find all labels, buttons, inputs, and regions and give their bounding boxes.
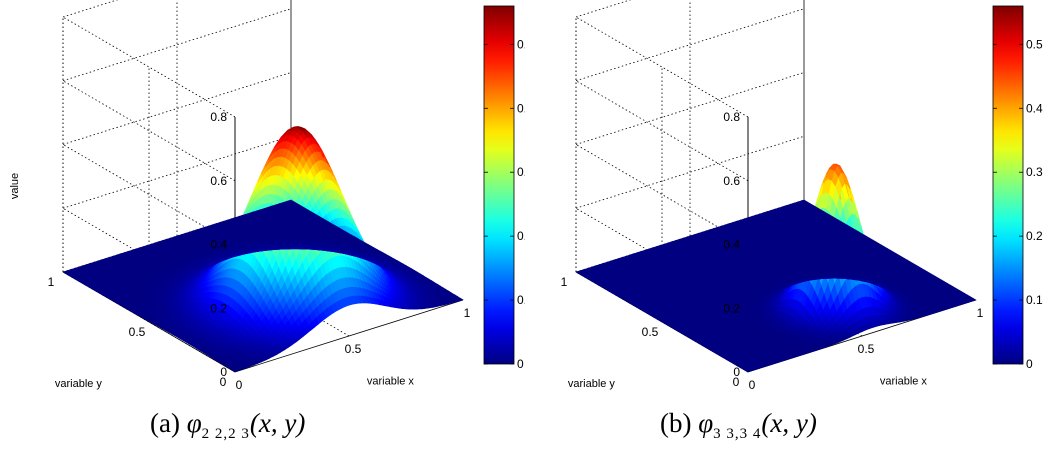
x-axis-label: variable x [367, 375, 415, 387]
x-tick-label: 0 [236, 378, 243, 392]
caption-a-func: φ [186, 408, 202, 438]
surface-patch [62, 270, 71, 275]
y-tick-label: 0 [220, 375, 227, 389]
caption-a-sub: 2 2,2 3 [201, 426, 250, 442]
surface-plot-a: 0 0.2 0.4 0.6 0.8 0 0.5 1 0 0.5 1 variable x variabl… [9, 0, 525, 392]
tick-labels: 0 0.2 0.4 0.6 0.8 0 0.5 1 0 0.5 1 [48, 110, 471, 392]
caption-a-args: (x, y) [249, 408, 306, 438]
colorbar: 0 0.1 0.2 0.3 0.4 0.5 [483, 5, 525, 371]
z-tick-label: 0.8 [210, 110, 227, 124]
colorbar-tick-label: 0 [517, 357, 524, 371]
z-tick-label: 0 [220, 365, 227, 379]
y-tick-label: 1 [48, 275, 55, 289]
panel-b: 0 0.2 0.4 0.6 0.8 0 0.5 1 0 0.5 1 variable x variabl… [506, 0, 1043, 454]
grid-line [575, 16, 749, 118]
panel-a: 0 0.2 0.4 0.6 0.8 0 0.5 1 0 0.5 1 variable x variabl… [0, 0, 525, 454]
z-tick-label: 0.4 [210, 238, 227, 252]
y-tick-label: 0.5 [129, 325, 146, 339]
colorbar-tick-label: 0.3 [517, 165, 525, 179]
grid-line [62, 16, 236, 118]
z-tick-label: 0.6 [210, 174, 227, 188]
x-tick-label: 1 [464, 306, 471, 320]
grid-line [62, 80, 236, 182]
y-axis-label: variable y [55, 378, 103, 390]
colorbar-tick-label: 0.1 [517, 293, 525, 307]
x-tick-label: 0.5 [345, 342, 362, 356]
surface [62, 126, 464, 373]
colorbar-tick-label: 0.2 [517, 229, 525, 243]
caption-a-label: (a) [150, 408, 180, 438]
colorbar-tick-label: 0.4 [517, 101, 525, 115]
grid-line [234, 299, 464, 373]
colorbar-tick-label: 0.5 [517, 37, 525, 51]
z-axis-label: value [9, 173, 21, 199]
surface [575, 163, 977, 373]
grid-line [575, 80, 749, 182]
caption-a: (a) φ2 2,2 3(x, y) [150, 408, 305, 443]
colorbar-gradient [483, 5, 515, 365]
z-tick-label: 0.2 [210, 301, 227, 315]
